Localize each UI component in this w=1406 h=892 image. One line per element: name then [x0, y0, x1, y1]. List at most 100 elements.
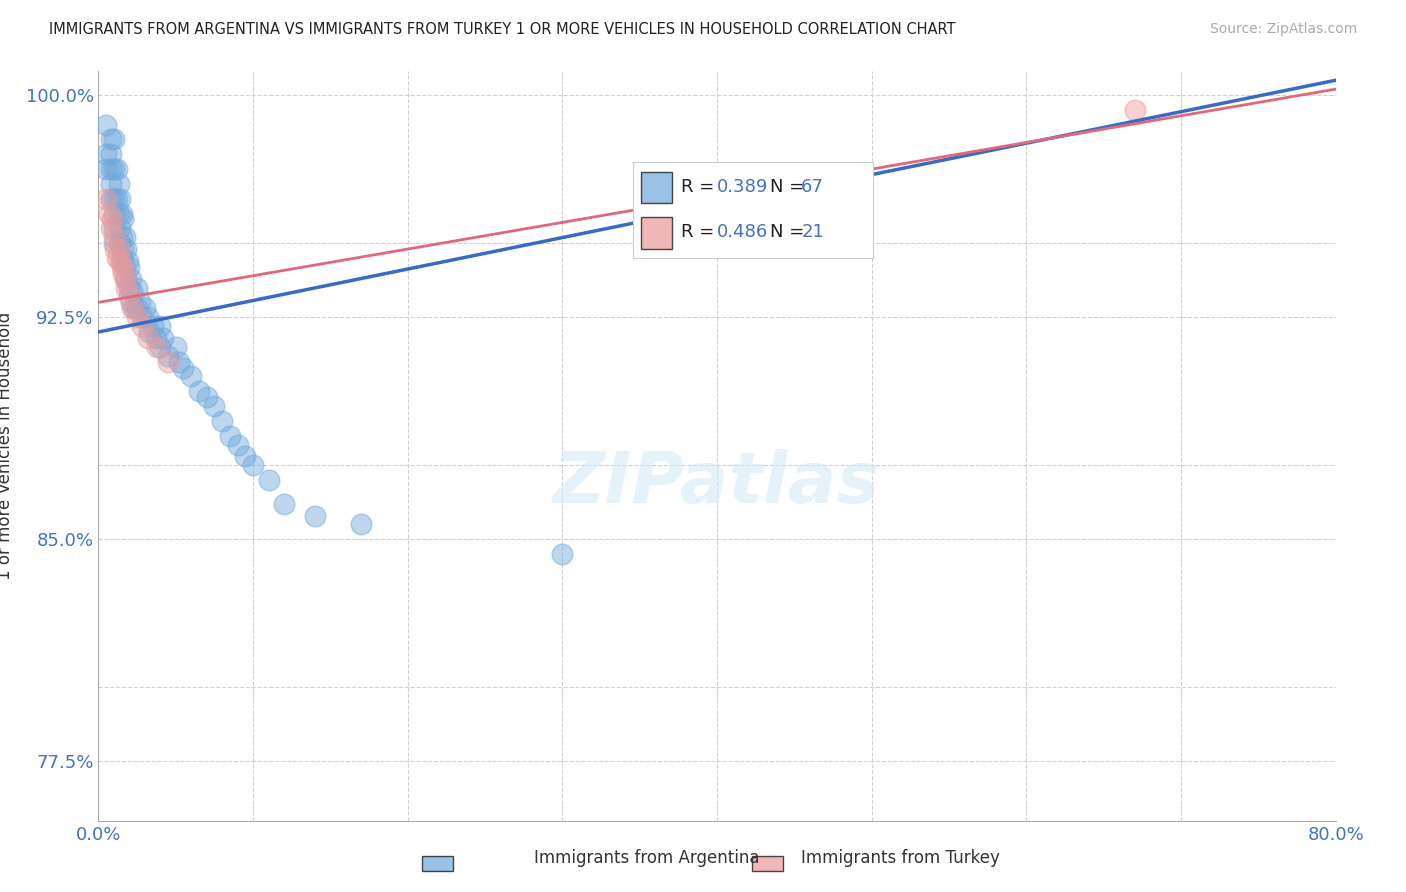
Point — [195, 390, 218, 404]
Point — [136, 331, 159, 345]
Point — [103, 221, 125, 235]
Point — [1123, 103, 1146, 117]
Point — [107, 242, 129, 256]
Text: 67: 67 — [801, 178, 824, 196]
Text: R =: R = — [682, 223, 720, 241]
Point — [149, 340, 172, 354]
Text: Immigrants from Argentina: Immigrants from Argentina — [534, 849, 759, 867]
Point — [127, 310, 149, 325]
Point — [114, 260, 136, 274]
Point — [131, 310, 153, 325]
Point — [115, 242, 138, 256]
Point — [105, 251, 128, 265]
Point — [122, 301, 145, 316]
Point — [105, 162, 128, 177]
Point — [157, 354, 180, 368]
Point — [152, 331, 174, 345]
Point — [103, 192, 125, 206]
Point — [233, 450, 257, 464]
Point — [114, 230, 136, 244]
Text: ZIPatlas: ZIPatlas — [554, 449, 880, 518]
Point — [138, 325, 160, 339]
Point — [115, 271, 138, 285]
Point — [104, 242, 127, 256]
FancyBboxPatch shape — [641, 171, 672, 203]
Point — [108, 253, 131, 268]
Point — [118, 260, 141, 274]
Point — [111, 206, 132, 220]
Point — [103, 132, 125, 146]
Point — [118, 280, 141, 294]
Point — [127, 280, 149, 294]
Point — [100, 132, 122, 146]
Point — [172, 360, 194, 375]
Point — [107, 177, 129, 191]
Point — [257, 473, 280, 487]
Point — [134, 301, 156, 316]
Point — [100, 221, 122, 235]
Point — [219, 428, 242, 442]
Point — [551, 547, 574, 561]
Point — [165, 340, 187, 354]
Point — [112, 212, 135, 227]
Point — [100, 162, 122, 177]
Point — [108, 236, 131, 251]
Point — [108, 192, 131, 206]
Point — [129, 295, 152, 310]
Point — [136, 310, 159, 325]
Point — [98, 206, 121, 220]
Point — [111, 260, 132, 274]
Point — [101, 212, 124, 227]
Text: N =: N = — [770, 223, 810, 241]
Point — [304, 508, 326, 523]
Point — [149, 319, 172, 334]
Text: 0.389: 0.389 — [717, 178, 769, 196]
Point — [350, 517, 373, 532]
Point — [117, 253, 139, 268]
Point — [120, 295, 142, 310]
Text: 21: 21 — [801, 223, 824, 241]
Point — [96, 162, 118, 177]
Point — [103, 236, 125, 251]
Point — [242, 458, 264, 473]
Point — [180, 369, 202, 384]
Text: N =: N = — [770, 178, 810, 196]
Point — [114, 271, 136, 285]
Point — [167, 354, 190, 368]
Point — [96, 192, 118, 206]
Point — [107, 206, 129, 220]
Point — [108, 221, 131, 235]
Point — [103, 206, 125, 220]
Point — [121, 301, 143, 316]
Point — [157, 349, 180, 363]
Point — [96, 147, 118, 161]
Point — [211, 414, 233, 428]
Point — [100, 177, 122, 191]
Point — [204, 399, 226, 413]
Point — [112, 266, 135, 280]
Point — [103, 230, 125, 244]
Point — [118, 289, 141, 303]
Point — [103, 162, 125, 177]
Point — [141, 319, 165, 334]
Text: IMMIGRANTS FROM ARGENTINA VS IMMIGRANTS FROM TURKEY 1 OR MORE VEHICLES IN HOUSEH: IMMIGRANTS FROM ARGENTINA VS IMMIGRANTS … — [49, 22, 956, 37]
Point — [121, 284, 143, 298]
Point — [96, 118, 118, 132]
Point — [111, 230, 132, 244]
Text: 0.486: 0.486 — [717, 223, 769, 241]
Text: R =: R = — [682, 178, 720, 196]
Point — [145, 331, 167, 345]
Point — [273, 497, 295, 511]
Point — [105, 192, 128, 206]
Point — [131, 319, 153, 334]
Point — [120, 271, 142, 285]
Point — [146, 340, 169, 354]
Point — [111, 251, 132, 265]
FancyBboxPatch shape — [641, 217, 672, 249]
Point — [115, 280, 138, 294]
Point — [127, 301, 149, 316]
Point — [112, 242, 135, 256]
Point — [188, 384, 211, 399]
Text: Source: ZipAtlas.com: Source: ZipAtlas.com — [1209, 22, 1357, 37]
Text: Immigrants from Turkey: Immigrants from Turkey — [801, 849, 1000, 867]
